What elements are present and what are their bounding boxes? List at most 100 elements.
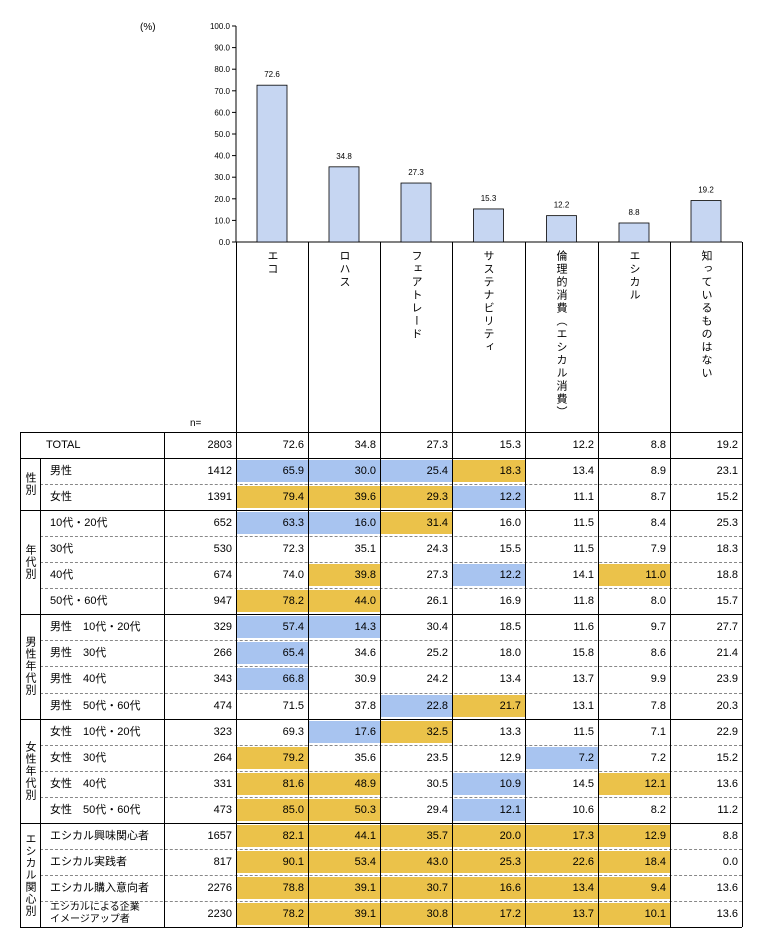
row-label: 男性 30代 [50, 647, 107, 660]
group-column-divider [40, 458, 41, 927]
y-tick-label: 60.0 [214, 108, 230, 117]
row-divider [40, 640, 742, 642]
value-cell: 82.1 [236, 824, 308, 847]
value-cell: 18.0 [499, 647, 521, 660]
value-cell: 90.1 [236, 850, 308, 873]
column-divider [452, 432, 453, 927]
row-label: 40代 [50, 569, 74, 582]
value-cell: 17.6 [308, 720, 380, 743]
row-n: 266 [213, 647, 232, 660]
y-tick-label: 0.0 [219, 238, 231, 247]
row-n: 674 [213, 569, 232, 582]
value-cell: 63.3 [236, 512, 308, 535]
column-divider [20, 432, 21, 927]
row-n: 1657 [207, 829, 232, 842]
y-tick-label: 10.0 [214, 216, 230, 225]
header-divider [742, 242, 743, 432]
value-cell: 10.9 [452, 772, 525, 795]
value-cell: 21.7 [452, 694, 525, 717]
value-cell: 15.2 [716, 491, 738, 504]
value-cell: 74.0 [282, 569, 304, 582]
value-cell: 11.6 [573, 621, 594, 634]
value-cell: 20.3 [716, 699, 738, 712]
value-cell: 7.2 [650, 751, 666, 764]
value-cell: 11.0 [598, 564, 670, 587]
row-divider [40, 744, 742, 746]
header-divider [308, 242, 309, 432]
column-divider [380, 432, 381, 927]
y-tick-label: 20.0 [214, 195, 230, 204]
value-cell: 9.4 [598, 876, 670, 899]
column-divider [236, 432, 237, 927]
value-cell: 13.6 [716, 881, 738, 894]
value-cell: 24.3 [426, 543, 448, 556]
bar-value-label: 8.8 [628, 208, 640, 217]
value-cell: 9.7 [650, 621, 666, 634]
value-cell: 8.7 [650, 491, 666, 504]
row-divider [40, 900, 742, 902]
value-cell: 24.2 [426, 673, 448, 686]
value-cell: 17.2 [452, 902, 525, 925]
value-cell: 78.2 [236, 902, 308, 925]
value-cell: 22.8 [380, 694, 452, 717]
value-cell: 19.2 [716, 439, 738, 451]
value-cell: 13.1 [572, 699, 594, 712]
value-cell: 25.2 [426, 647, 448, 660]
value-cell: 79.4 [236, 486, 308, 509]
row-label: 50代・60代 [50, 595, 108, 608]
value-cell: 65.9 [236, 460, 308, 483]
value-cell: 13.6 [716, 907, 738, 920]
value-cell: 23.1 [716, 465, 738, 478]
value-cell: 39.6 [308, 486, 380, 509]
value-cell: 10.6 [572, 803, 594, 816]
value-cell: 30.4 [426, 621, 448, 634]
value-cell: 29.4 [426, 803, 448, 816]
row-n: 947 [213, 595, 232, 608]
row-label: エシカルによる企業 イメージアップ者 [50, 902, 140, 926]
value-cell: 13.7 [572, 673, 594, 686]
row-label: 女性 50代・60代 [50, 803, 141, 816]
value-cell: 27.7 [716, 621, 738, 634]
value-cell: 12.2 [452, 486, 525, 509]
value-cell: 9.9 [650, 673, 666, 686]
value-cell: 12.9 [499, 751, 521, 764]
row-n: 2230 [207, 907, 232, 920]
group-label: 性別 [24, 472, 36, 497]
column-divider [598, 432, 599, 927]
bar-7 [690, 200, 722, 243]
value-cell: 14.5 [572, 777, 594, 790]
y-tick-label: 80.0 [214, 65, 230, 74]
bar-2 [328, 166, 360, 243]
value-cell: 34.6 [354, 647, 376, 660]
header-divider [380, 242, 381, 432]
column-header: 倫理的消費（エシカル消費） [555, 250, 567, 419]
row-n: 1412 [207, 465, 232, 478]
row-divider [40, 848, 742, 850]
value-cell: 50.3 [308, 798, 380, 821]
header-divider [452, 242, 453, 432]
value-cell: 8.6 [650, 647, 666, 660]
value-cell: 11.8 [573, 595, 594, 608]
row-label: 女性 [50, 491, 72, 504]
value-cell: 12.2 [572, 439, 594, 451]
value-cell: 13.4 [572, 465, 594, 478]
y-tick-label: 100.0 [210, 22, 231, 31]
column-header: エシカル [628, 250, 640, 302]
group-divider [20, 458, 742, 460]
value-cell: 15.5 [499, 543, 521, 556]
row-label: 10代・20代 [50, 517, 108, 530]
row-divider [40, 562, 742, 564]
group-label: 男性年代別 [24, 636, 36, 697]
value-cell: 85.0 [236, 798, 308, 821]
value-cell: 8.2 [650, 803, 666, 816]
value-cell: 31.4 [380, 512, 452, 535]
bar-chart: 100.0 90.0 80.0 70.0 60.0 50.0 40.0 30.0 20.0 10.… [140, 22, 742, 247]
value-cell: 15.3 [499, 439, 521, 451]
row-label: 30代 [50, 543, 74, 556]
value-cell: 18.4 [598, 850, 670, 873]
header-divider [670, 242, 671, 432]
y-tick-label: 50.0 [214, 130, 230, 139]
value-cell: 16.9 [499, 595, 521, 608]
row-n: 329 [213, 621, 232, 634]
value-cell: 7.9 [650, 543, 666, 556]
